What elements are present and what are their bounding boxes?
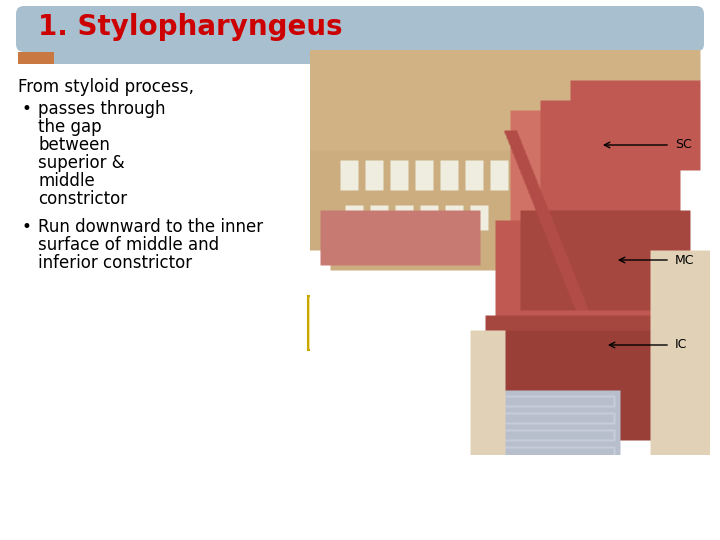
FancyBboxPatch shape bbox=[16, 6, 704, 52]
Text: surface of middle and: surface of middle and bbox=[38, 236, 219, 254]
Text: •: • bbox=[22, 100, 32, 118]
Text: MC: MC bbox=[675, 253, 695, 267]
Text: middle: middle bbox=[38, 172, 95, 190]
Text: constrictor: constrictor bbox=[38, 190, 127, 208]
Text: •: • bbox=[22, 218, 32, 236]
Text: between: between bbox=[38, 136, 110, 154]
Text: From styloid process,: From styloid process, bbox=[18, 78, 194, 96]
Text: Run downward to the inner: Run downward to the inner bbox=[38, 218, 263, 236]
Bar bbox=[18, 52, 54, 64]
Text: the gap: the gap bbox=[38, 118, 102, 136]
Text: inferior constrictor: inferior constrictor bbox=[38, 254, 192, 272]
Text: passes through: passes through bbox=[38, 100, 166, 118]
Text: SC: SC bbox=[675, 138, 692, 152]
Text: 1. Stylopharyngeus: 1. Stylopharyngeus bbox=[38, 13, 343, 41]
Bar bbox=[54, 52, 702, 64]
FancyBboxPatch shape bbox=[308, 296, 492, 350]
Text: IC: IC bbox=[675, 339, 688, 352]
Text: Stylopharyngeus
muscle: Stylopharyngeus muscle bbox=[328, 306, 473, 340]
Text: superior &: superior & bbox=[38, 154, 125, 172]
